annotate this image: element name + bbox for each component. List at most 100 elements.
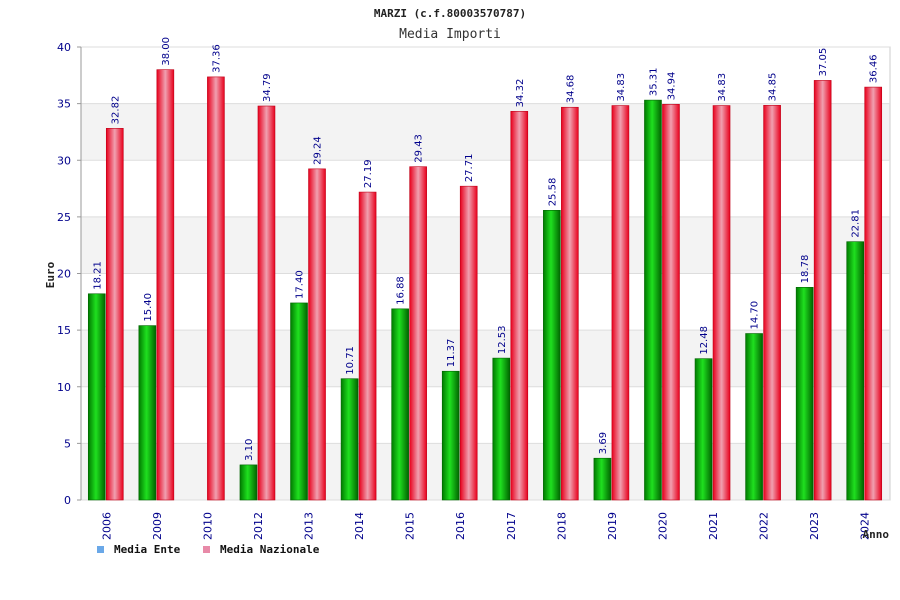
data-label-media-nazionale: 34.68 bbox=[565, 75, 576, 104]
x-tick-label: 2006 bbox=[100, 512, 113, 540]
bar-media-nazionale bbox=[308, 168, 326, 501]
data-label-media-ente: 15.40 bbox=[143, 293, 154, 322]
legend-label-media-ente: Media Ente bbox=[114, 543, 181, 556]
x-tick-label: 2021 bbox=[707, 512, 720, 540]
data-label-media-nazionale: 32.82 bbox=[110, 96, 121, 125]
legend: Media Ente Media Nazionale bbox=[97, 543, 320, 556]
bar-media-nazionale bbox=[813, 80, 832, 501]
bar-media-nazionale bbox=[864, 86, 883, 501]
x-tick-label: 2019 bbox=[606, 512, 619, 540]
data-label-media-ente: 12.48 bbox=[699, 326, 710, 355]
data-label-media-ente: 16.88 bbox=[396, 276, 407, 305]
data-label-media-ente: 35.31 bbox=[648, 67, 659, 96]
data-label-media-ente: 3.69 bbox=[598, 432, 609, 454]
data-label-media-nazionale: 27.71 bbox=[464, 154, 475, 183]
bar-media-ente bbox=[745, 333, 763, 501]
data-label-media-nazionale: 29.43 bbox=[414, 134, 425, 163]
x-tick-label: 2015 bbox=[404, 512, 417, 540]
bar-media-nazionale bbox=[763, 105, 781, 501]
x-tick-label: 2018 bbox=[555, 512, 568, 540]
data-label-media-nazionale: 34.83 bbox=[717, 73, 728, 102]
bar-media-nazionale bbox=[662, 104, 680, 501]
bar-media-ente bbox=[340, 378, 359, 501]
data-label-media-nazionale: 29.24 bbox=[313, 136, 324, 165]
x-tick-label: 2014 bbox=[353, 512, 366, 540]
data-label-media-nazionale: 34.32 bbox=[515, 79, 526, 108]
data-label-media-nazionale: 36.46 bbox=[869, 54, 880, 83]
x-axis-ticks: 2006 2009 2010 2012 2013 2014 2015 2016 2017 2018… bbox=[100, 512, 871, 540]
bar-media-ente bbox=[391, 308, 409, 501]
data-label-media-nazionale: 27.19 bbox=[363, 159, 374, 188]
data-label-media-nazionale: 37.05 bbox=[818, 48, 829, 77]
data-label-media-ente: 18.21 bbox=[92, 261, 103, 290]
bar-media-nazionale bbox=[459, 185, 478, 501]
bar-media-ente bbox=[87, 293, 106, 501]
data-labels: 18.21 32.82 15.40 38.00 37.36 3.10 34.79 17.40 2… bbox=[92, 37, 879, 461]
y-tick-label: 0 bbox=[64, 494, 71, 507]
x-axis-label: Anno bbox=[863, 528, 890, 541]
data-label-media-ente: 10.71 bbox=[345, 346, 356, 375]
y-axis-label: Euro bbox=[44, 261, 57, 288]
data-label-media-nazionale: 34.85 bbox=[768, 73, 779, 102]
y-tick-label: 20 bbox=[57, 268, 71, 281]
data-label-media-ente: 25.58 bbox=[547, 178, 558, 207]
x-tick-label: 2010 bbox=[201, 512, 214, 540]
data-label-media-nazionale: 37.36 bbox=[211, 44, 222, 73]
x-tick-label: 2022 bbox=[758, 512, 771, 540]
y-tick-label: 15 bbox=[57, 324, 71, 337]
y-axis-ticks: 0 5 10 15 20 25 30 35 40 bbox=[57, 41, 82, 507]
y-tick-label: 25 bbox=[57, 211, 71, 224]
data-label-media-nazionale: 34.83 bbox=[616, 73, 627, 102]
bar-media-ente bbox=[239, 464, 258, 501]
x-tick-label: 2024 bbox=[859, 512, 872, 540]
x-tick-label: 2017 bbox=[505, 512, 518, 540]
bar-media-nazionale bbox=[712, 105, 731, 501]
y-tick-label: 35 bbox=[57, 98, 71, 111]
x-tick-label: 2009 bbox=[151, 512, 164, 540]
bar-media-ente bbox=[644, 99, 662, 501]
bar-media-ente bbox=[290, 302, 308, 501]
bar-media-ente bbox=[492, 357, 511, 501]
bar-media-ente bbox=[846, 241, 865, 501]
bar-media-nazionale bbox=[156, 69, 175, 501]
bar-media-ente bbox=[694, 358, 713, 501]
data-label-media-ente: 3.10 bbox=[244, 439, 255, 461]
x-tick-label: 2012 bbox=[252, 512, 265, 540]
data-label-media-ente: 12.53 bbox=[497, 325, 508, 354]
data-label-media-nazionale: 34.79 bbox=[262, 73, 273, 102]
data-label-media-ente: 14.70 bbox=[750, 301, 761, 330]
y-tick-label: 40 bbox=[57, 41, 71, 54]
data-label-media-ente: 18.78 bbox=[800, 255, 811, 284]
data-label-media-ente: 11.37 bbox=[446, 339, 457, 368]
data-label-media-nazionale: 38.00 bbox=[161, 37, 172, 66]
chart-title: MARZI (c.f.80003570787) bbox=[374, 7, 526, 20]
bar-media-ente bbox=[593, 457, 612, 501]
bar-media-nazionale bbox=[409, 166, 427, 501]
y-tick-label: 30 bbox=[57, 154, 71, 167]
legend-swatch-media-ente bbox=[97, 546, 104, 553]
x-tick-label: 2020 bbox=[656, 512, 669, 540]
bar-media-nazionale bbox=[207, 76, 225, 501]
bar-media-nazionale bbox=[561, 106, 579, 501]
y-tick-label: 10 bbox=[57, 381, 71, 394]
chart-subtitle: Media Importi bbox=[399, 27, 501, 42]
bar-media-nazionale bbox=[358, 191, 377, 501]
bar-media-nazionale bbox=[257, 105, 276, 501]
data-label-media-ente: 22.81 bbox=[851, 209, 862, 238]
x-tick-label: 2023 bbox=[808, 512, 821, 540]
x-tick-label: 2013 bbox=[303, 512, 316, 540]
legend-swatch-media-nazionale bbox=[203, 546, 210, 553]
x-tick-label: 2016 bbox=[454, 512, 467, 540]
bar-media-ente bbox=[795, 287, 814, 501]
bars bbox=[87, 69, 883, 501]
bar-media-nazionale bbox=[510, 111, 529, 501]
data-label-media-ente: 17.40 bbox=[295, 270, 306, 299]
bar-media-nazionale bbox=[105, 128, 124, 501]
bar-media-ente bbox=[138, 325, 157, 501]
y-tick-label: 5 bbox=[64, 437, 71, 450]
legend-label-media-nazionale: Media Nazionale bbox=[220, 543, 320, 556]
bar-media-ente bbox=[543, 210, 561, 501]
bar-media-nazionale bbox=[611, 105, 630, 501]
bar-media-ente bbox=[441, 370, 460, 501]
